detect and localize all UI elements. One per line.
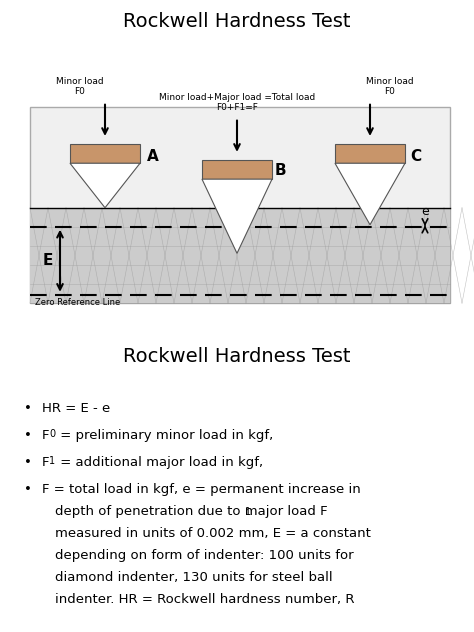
Text: F: F <box>42 429 49 442</box>
Text: indenter. HR = Rockwell hardness number, R: indenter. HR = Rockwell hardness number,… <box>55 593 355 606</box>
Text: F0+F1=F: F0+F1=F <box>216 104 258 112</box>
Text: A: A <box>147 149 159 164</box>
Text: E: E <box>43 253 53 268</box>
Text: •: • <box>24 429 32 442</box>
Text: •: • <box>24 483 32 496</box>
Text: depending on form of indenter: 100 units for: depending on form of indenter: 100 units… <box>55 549 354 562</box>
Text: B: B <box>275 163 287 178</box>
Text: Minor load: Minor load <box>366 77 414 86</box>
Bar <box>335 144 405 163</box>
Bar <box>70 144 140 163</box>
Text: measured in units of 0.002 mm, E = a constant: measured in units of 0.002 mm, E = a con… <box>55 527 371 540</box>
Text: 0: 0 <box>49 429 55 439</box>
Text: Rockwell Hardness Test: Rockwell Hardness Test <box>123 11 351 31</box>
Bar <box>202 160 272 179</box>
Polygon shape <box>335 163 405 225</box>
Polygon shape <box>202 179 272 253</box>
Text: F: F <box>42 456 49 469</box>
Text: HR = E - e: HR = E - e <box>42 402 110 415</box>
Polygon shape <box>70 163 140 208</box>
Text: e: e <box>421 205 429 219</box>
Text: F0: F0 <box>384 87 395 97</box>
Bar <box>30 107 450 303</box>
Text: C: C <box>410 149 421 164</box>
Text: •: • <box>24 456 32 469</box>
Text: F = total load in kgf, e = permanent increase in: F = total load in kgf, e = permanent inc… <box>42 483 361 496</box>
Text: depth of penetration due to major load F: depth of penetration due to major load F <box>55 505 328 518</box>
Bar <box>30 208 450 303</box>
Text: Minor load: Minor load <box>56 77 104 86</box>
Text: •: • <box>24 402 32 415</box>
Text: 1: 1 <box>245 507 251 517</box>
Text: Minor load+Major load =Total load: Minor load+Major load =Total load <box>159 93 315 102</box>
Text: F0: F0 <box>74 87 85 97</box>
Text: = additional major load in kgf,: = additional major load in kgf, <box>56 456 263 469</box>
Text: 1: 1 <box>49 456 55 466</box>
Text: Rockwell Hardness Test: Rockwell Hardness Test <box>123 347 351 366</box>
Text: = preliminary minor load in kgf,: = preliminary minor load in kgf, <box>56 429 273 442</box>
Text: diamond indenter, 130 units for steel ball: diamond indenter, 130 units for steel ba… <box>55 571 333 584</box>
Text: Zero Reference Line: Zero Reference Line <box>35 298 120 307</box>
